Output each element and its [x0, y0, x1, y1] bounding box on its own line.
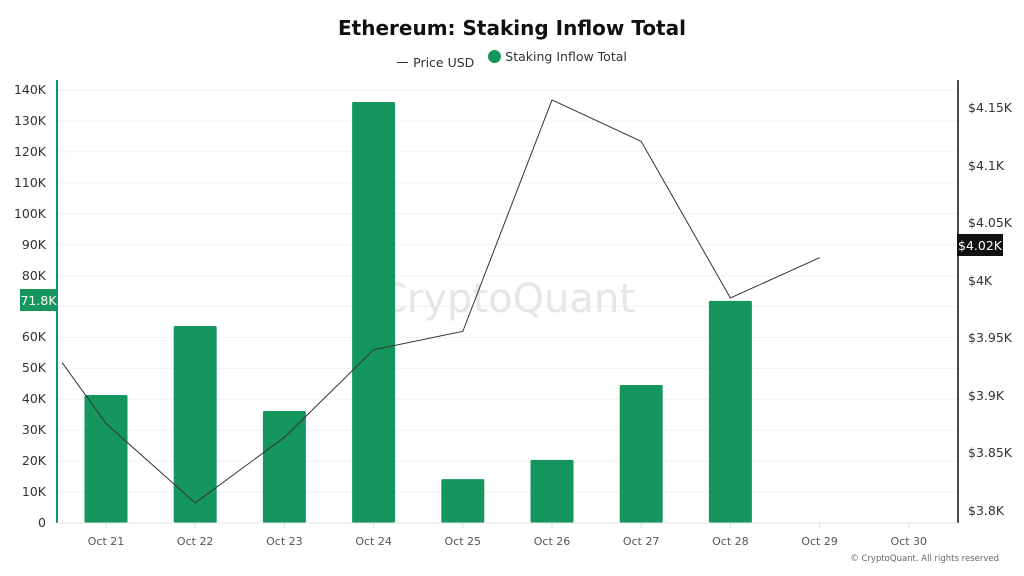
x-axis-label: Oct 26 — [533, 535, 571, 548]
x-axis-label: Oct 24 — [355, 535, 392, 548]
left-axis-tick: 130K — [13, 112, 46, 128]
copyright-text: © CryptoQuant. All rights reserved — [850, 554, 999, 564]
left-axis-tick: 110K — [13, 174, 46, 190]
legend-item-inflow[interactable]: Staking Inflow Total — [488, 49, 627, 64]
legend: Price USD Staking Inflow Total — [0, 49, 1024, 70]
x-axis-label: Oct 22 — [176, 535, 214, 548]
price-line — [61, 99, 820, 504]
right-axis-tick: $4.05K — [968, 215, 1012, 231]
x-axis-label: Oct 27 — [622, 535, 660, 548]
left-axis-tick: 140K — [13, 82, 46, 97]
right-axis-highlight-badge: $4.02K — [957, 234, 1003, 256]
right-axis-tick: $4.1K — [968, 157, 1005, 173]
legend-item-price[interactable]: Price USD — [397, 55, 474, 70]
bar[interactable] — [619, 385, 663, 523]
right-axis-tick: $4K — [968, 272, 993, 288]
right-axis-tick: $3.95K — [968, 330, 1012, 346]
x-axis-label: Oct 29 — [801, 535, 838, 548]
left-axis-tick: 10K — [21, 484, 46, 500]
x-axis-label: Oct 25 — [444, 535, 482, 548]
bar-series — [84, 102, 752, 524]
x-axis-label: Oct 21 — [87, 535, 125, 548]
right-axis-tick: $3.85K — [968, 445, 1012, 461]
bar[interactable] — [84, 394, 128, 523]
bar[interactable] — [530, 459, 574, 523]
x-axis-label: Oct 23 — [266, 535, 303, 548]
left-axis-tick: 100K — [13, 205, 46, 221]
line-swatch-icon — [397, 62, 409, 63]
dot-swatch-icon — [488, 50, 502, 63]
right-axis-tick: $3.9K — [968, 387, 1005, 403]
left-axis-tick: 80K — [21, 267, 46, 283]
legend-inflow-label: Staking Inflow Total — [505, 49, 627, 64]
left-axis-tick: 40K — [21, 391, 46, 407]
left-axis-tick: 30K — [21, 422, 46, 438]
left-axis-tick: 120K — [13, 143, 46, 159]
watermark: CryptoQuant — [379, 276, 635, 322]
bar[interactable] — [352, 102, 396, 524]
left-axis-highlight-badge: 71.8K — [20, 289, 57, 311]
x-axis-label: Oct 28 — [712, 535, 749, 548]
right-axis-tick: $3.8K — [968, 503, 1005, 518]
left-axis-tick: 20K — [21, 453, 46, 469]
left-axis-tick: 0 — [38, 515, 46, 530]
x-tick-marks — [105, 523, 910, 528]
left-axis-tick: 90K — [21, 236, 46, 252]
right-axis-tick: $4.15K — [968, 100, 1012, 115]
x-axis-label: Oct 30 — [890, 535, 928, 548]
chart-title: Ethereum: Staking Inflow Total — [338, 16, 686, 40]
bar[interactable] — [262, 411, 306, 523]
bar[interactable] — [708, 300, 752, 523]
bar[interactable] — [441, 479, 485, 523]
legend-price-label: Price USD — [413, 55, 475, 70]
left-axis-tick: 60K — [21, 329, 46, 345]
left-axis-tick: 50K — [21, 360, 46, 376]
bar[interactable] — [173, 325, 217, 523]
